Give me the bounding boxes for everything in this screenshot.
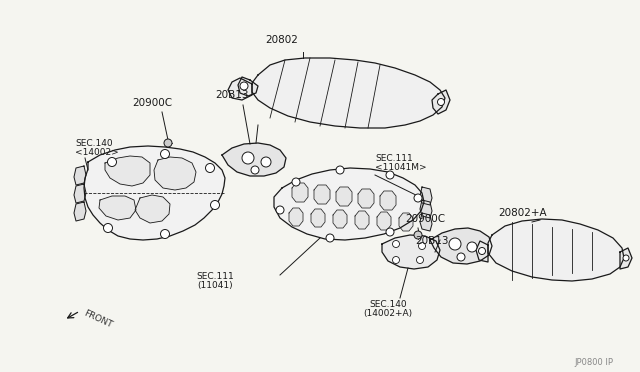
- Polygon shape: [74, 166, 86, 185]
- Polygon shape: [336, 187, 352, 206]
- Polygon shape: [420, 213, 432, 231]
- Polygon shape: [274, 168, 424, 240]
- Polygon shape: [430, 228, 492, 264]
- Circle shape: [240, 82, 248, 90]
- Text: 20802: 20802: [266, 35, 298, 45]
- Text: <14002>: <14002>: [75, 148, 119, 157]
- Text: 20900C: 20900C: [405, 214, 445, 224]
- Circle shape: [392, 257, 399, 263]
- Circle shape: [104, 224, 113, 232]
- Circle shape: [251, 166, 259, 174]
- Circle shape: [449, 238, 461, 250]
- Circle shape: [414, 231, 422, 239]
- Circle shape: [457, 253, 465, 261]
- Polygon shape: [252, 58, 445, 128]
- Circle shape: [108, 157, 116, 167]
- Text: SEC.111: SEC.111: [375, 154, 413, 163]
- Polygon shape: [74, 202, 86, 221]
- Circle shape: [438, 99, 445, 106]
- Circle shape: [205, 164, 214, 173]
- Polygon shape: [382, 235, 440, 269]
- Polygon shape: [135, 195, 170, 223]
- Polygon shape: [380, 191, 396, 210]
- Polygon shape: [476, 241, 488, 262]
- Circle shape: [211, 201, 220, 209]
- Circle shape: [242, 152, 254, 164]
- Text: SEC.140: SEC.140: [75, 139, 113, 148]
- Polygon shape: [228, 78, 252, 100]
- Circle shape: [419, 243, 426, 250]
- Circle shape: [386, 228, 394, 236]
- Circle shape: [161, 150, 170, 158]
- Text: FRONT: FRONT: [82, 309, 113, 330]
- Text: (11041): (11041): [197, 281, 233, 290]
- Polygon shape: [488, 219, 624, 281]
- Text: SEC.111: SEC.111: [196, 272, 234, 281]
- Circle shape: [326, 234, 334, 242]
- Polygon shape: [420, 187, 432, 205]
- Circle shape: [467, 242, 477, 252]
- Text: 20B13: 20B13: [215, 90, 249, 100]
- Polygon shape: [238, 77, 258, 96]
- Polygon shape: [420, 200, 432, 218]
- Text: SEC.140: SEC.140: [369, 300, 407, 309]
- Polygon shape: [311, 209, 325, 227]
- Polygon shape: [358, 189, 374, 208]
- Polygon shape: [314, 185, 330, 204]
- Polygon shape: [154, 157, 196, 190]
- Polygon shape: [432, 90, 450, 114]
- Polygon shape: [74, 184, 86, 203]
- Text: 20802+A: 20802+A: [499, 208, 547, 218]
- Circle shape: [161, 230, 170, 238]
- Circle shape: [261, 157, 271, 167]
- Polygon shape: [399, 213, 413, 231]
- Text: <11041M>: <11041M>: [375, 163, 427, 172]
- Circle shape: [479, 247, 486, 254]
- Circle shape: [292, 178, 300, 186]
- Circle shape: [386, 171, 394, 179]
- Text: 20B13: 20B13: [415, 236, 449, 246]
- Circle shape: [336, 166, 344, 174]
- Text: 20900C: 20900C: [132, 98, 172, 108]
- Polygon shape: [99, 196, 136, 220]
- Text: JP0800 IP: JP0800 IP: [574, 358, 613, 367]
- Circle shape: [623, 255, 629, 261]
- Circle shape: [392, 241, 399, 247]
- Circle shape: [164, 139, 172, 147]
- Polygon shape: [333, 210, 347, 228]
- Circle shape: [417, 257, 424, 263]
- Polygon shape: [377, 212, 391, 230]
- Polygon shape: [289, 208, 303, 226]
- Polygon shape: [105, 156, 150, 186]
- Circle shape: [276, 206, 284, 214]
- Text: (14002+A): (14002+A): [364, 309, 413, 318]
- Circle shape: [414, 194, 422, 202]
- Polygon shape: [620, 248, 632, 269]
- Polygon shape: [292, 183, 308, 202]
- Polygon shape: [355, 211, 369, 229]
- Polygon shape: [222, 143, 286, 176]
- Polygon shape: [84, 146, 225, 240]
